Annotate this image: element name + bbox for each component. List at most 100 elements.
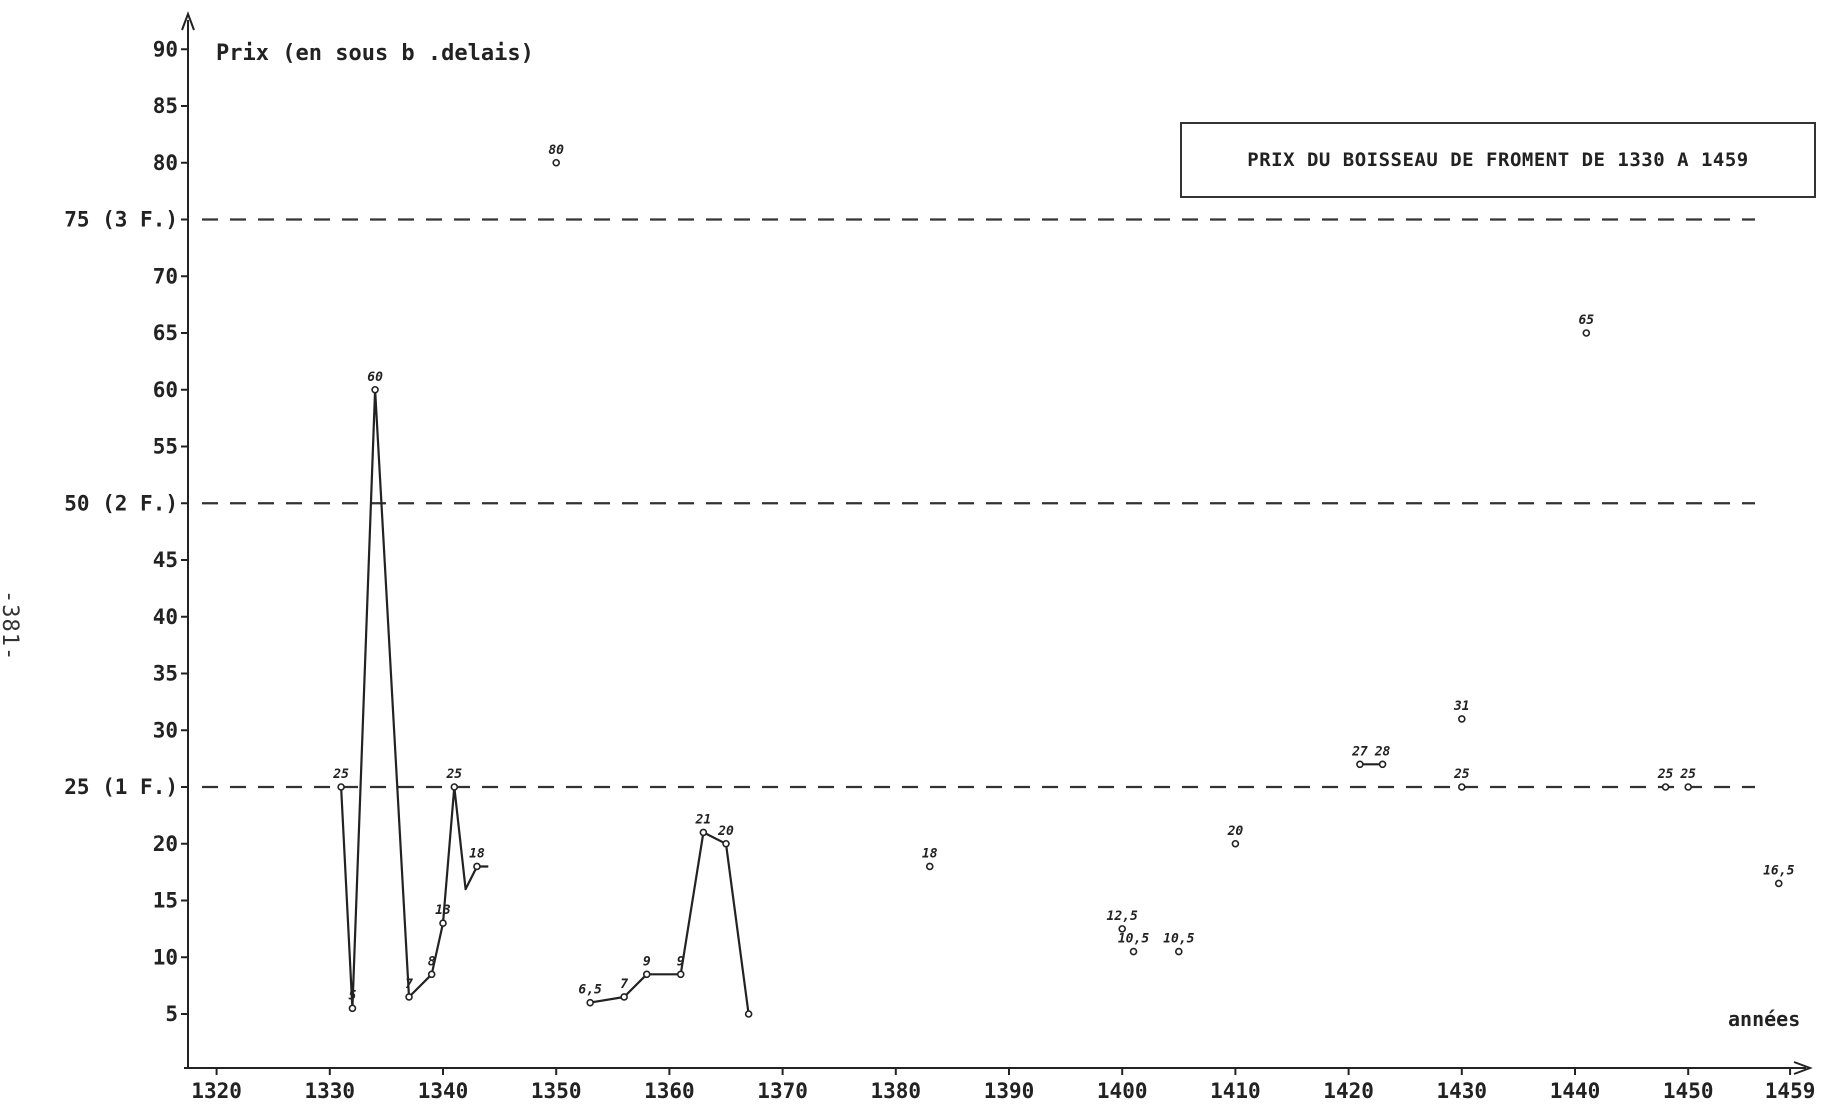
data-label: 28 xyxy=(1374,744,1391,759)
data-point xyxy=(1582,329,1591,337)
x-tick-label: 1330 xyxy=(305,1079,356,1103)
data-label: 27 xyxy=(1351,744,1368,759)
data-label: 5 xyxy=(349,988,357,1003)
y-tick-label: 90 xyxy=(153,37,178,61)
data-label: 25 xyxy=(1657,767,1674,782)
data-point xyxy=(439,919,447,928)
y-axis-arrow xyxy=(181,11,195,31)
data-point xyxy=(1118,925,1126,933)
x-tick-label: 1380 xyxy=(871,1079,922,1103)
data-point xyxy=(371,385,379,394)
data-point xyxy=(552,158,561,167)
data-point xyxy=(337,783,345,791)
axes: 5 10 15 20 25 (1 F.) 30 35 40 45 50 (2 F.) 55 60 65 7… xyxy=(64,11,1816,1103)
data-label: 7 xyxy=(405,977,413,992)
reference-lines xyxy=(202,218,1755,789)
x-tick-label: 1459 xyxy=(1765,1079,1816,1103)
y-tick-label: 75 (3 F.) xyxy=(64,208,178,232)
data-point xyxy=(427,970,436,979)
y-tick-label: 40 xyxy=(153,605,178,629)
data-label: 31 xyxy=(1453,699,1470,714)
x-tick-label: 1400 xyxy=(1097,1079,1148,1103)
y-tick-label: 10 xyxy=(153,945,178,969)
y-tick-label: 55 xyxy=(153,435,178,459)
y-tick-label: 65 xyxy=(153,321,178,345)
data-label: 25 xyxy=(1453,767,1470,782)
data-point xyxy=(405,993,413,1001)
data-point xyxy=(1458,715,1466,723)
y-tick-label: 60 xyxy=(153,378,178,402)
chart-title: PRIX DU BOISSEAU DE FROMENT DE 1330 A 14… xyxy=(1180,122,1816,198)
data-label: 9 xyxy=(643,954,651,969)
x-tick-label: 1350 xyxy=(531,1079,582,1103)
x-tick-label: 1440 xyxy=(1550,1079,1601,1103)
x-tick-label: 1340 xyxy=(418,1079,469,1103)
data-label: 25 xyxy=(1679,767,1696,782)
y-tick-label: 45 xyxy=(153,548,178,572)
y-tick-label: 35 xyxy=(153,662,178,686)
data-point xyxy=(1378,760,1387,769)
data-point xyxy=(1175,947,1183,956)
data-point xyxy=(586,998,594,1007)
data-label: 18 xyxy=(469,846,485,861)
data-label: 10,5 xyxy=(1163,932,1194,947)
data-point xyxy=(699,828,708,837)
data-label: 7 xyxy=(620,977,628,992)
data-label: 16,5 xyxy=(1763,863,1794,878)
data-label: 80 xyxy=(548,143,564,158)
data-point xyxy=(1231,839,1240,848)
data-point xyxy=(642,970,651,979)
data-label: 12,5 xyxy=(1107,909,1138,924)
y-tick-label: 80 xyxy=(153,151,178,175)
data-label: 6,5 xyxy=(578,983,602,998)
data-point xyxy=(620,993,628,1001)
x-tick-label: 1450 xyxy=(1663,1079,1714,1103)
data-point xyxy=(1458,783,1466,791)
y-tick-label: 30 xyxy=(153,718,178,742)
x-tick-label: 1410 xyxy=(1210,1079,1261,1103)
data-label: 10,5 xyxy=(1118,932,1149,947)
data-label: 25 xyxy=(332,767,349,782)
y-tick-label: 15 xyxy=(153,889,178,913)
x-tick-label: 1420 xyxy=(1323,1079,1374,1103)
data-label: 60 xyxy=(367,370,383,385)
data-point xyxy=(925,862,934,871)
data-point xyxy=(1661,783,1670,791)
data-point xyxy=(744,1010,753,1018)
y-tick-label: 20 xyxy=(153,832,178,856)
series-lines xyxy=(340,388,1383,1015)
data-label: 9 xyxy=(677,954,685,969)
x-tick-label: 1320 xyxy=(191,1079,242,1103)
data-label: 25 xyxy=(445,767,462,782)
y-tick-label: 50 (2 F.) xyxy=(64,491,178,515)
y-tick-label: 70 xyxy=(153,264,178,288)
data-label: 65 xyxy=(1578,313,1594,328)
data-label: 18 xyxy=(922,846,938,861)
data-point xyxy=(676,970,685,979)
y-tick-label: 25 (1 F.) xyxy=(64,775,178,799)
y-tick-label: 5 xyxy=(165,1002,178,1026)
data-label: 20 xyxy=(717,824,734,839)
x-axis-label: années xyxy=(1728,1007,1800,1031)
x-tick-label: 1370 xyxy=(757,1079,808,1103)
series-line xyxy=(340,388,489,1010)
data-label: 21 xyxy=(695,812,712,827)
x-axis-arrow xyxy=(1793,1061,1813,1075)
x-tick-label: 1390 xyxy=(984,1079,1035,1103)
data-point xyxy=(722,839,730,848)
y-axis-label: Prix (en sous b .delais) xyxy=(216,41,534,66)
data-point xyxy=(1684,783,1692,791)
x-tick-label: 1360 xyxy=(644,1079,695,1103)
data-point xyxy=(1356,760,1364,769)
data-point xyxy=(348,1004,357,1013)
x-tick-label: 1430 xyxy=(1437,1079,1488,1103)
data-label: 20 xyxy=(1227,824,1244,839)
data-label: 13 xyxy=(435,903,451,918)
data-point xyxy=(1129,947,1138,956)
series-line xyxy=(590,831,750,1015)
y-tick-label: 85 xyxy=(153,94,178,118)
data-point xyxy=(450,783,459,791)
data-point xyxy=(473,862,481,871)
